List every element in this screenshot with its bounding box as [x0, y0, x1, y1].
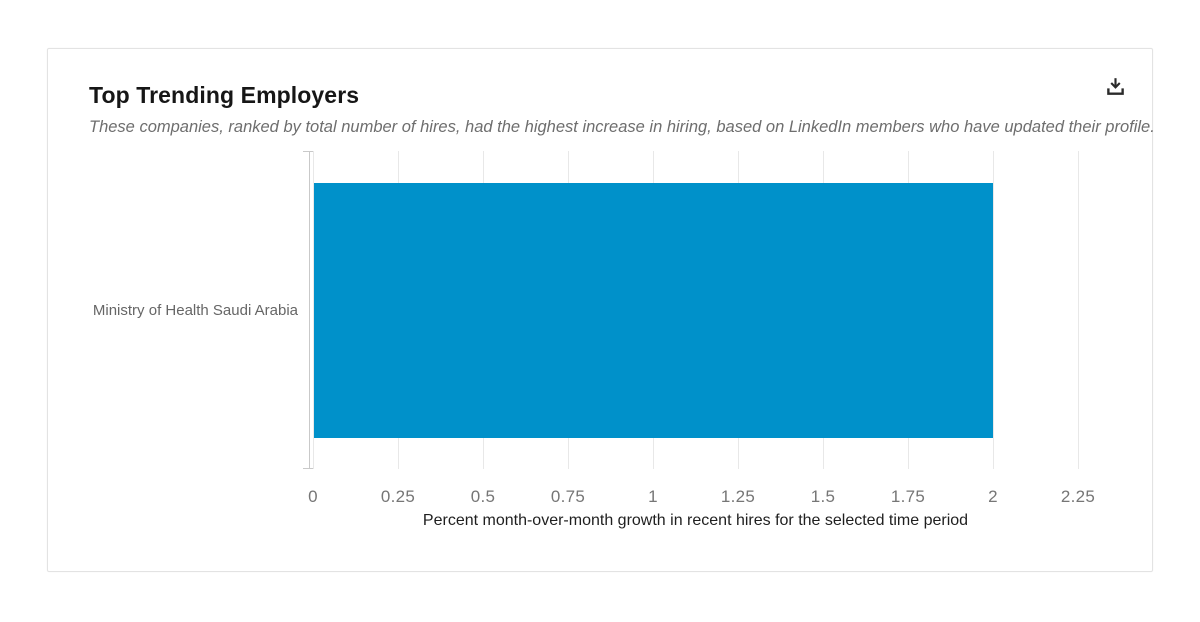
x-tick-label: 0.75	[550, 487, 586, 506]
trending-employers-card: Top Trending Employers These companies, …	[47, 48, 1155, 573]
x-axis-label: Percent month-over-month growth in recen…	[422, 512, 969, 529]
x-tick-label: 2	[988, 487, 998, 506]
y-axis-line	[309, 151, 310, 469]
x-tick-label: 1	[648, 487, 658, 506]
bar-chart: 0 0.25 0.5 0.75 1 1.25 1.5 1.75 2 2.25 Ministry of…	[48, 49, 1154, 573]
category-label: Ministry of Health Saudi Arabia	[92, 301, 298, 319]
download-icon	[1106, 77, 1125, 96]
download-button[interactable]	[1100, 71, 1130, 101]
y-axis-tick-bottom	[303, 468, 313, 469]
x-tick-label: 0	[308, 487, 318, 506]
x-tick-label: 2.25	[1060, 487, 1096, 506]
x-gridline	[312, 151, 314, 469]
x-gridline	[1077, 151, 1079, 469]
x-tick-label: 0.5	[470, 487, 496, 506]
card-title: Top Trending Employers	[89, 82, 360, 108]
bar[interactable]	[314, 183, 993, 438]
x-tick-label: 1.75	[890, 487, 926, 506]
x-tick-label: 1.25	[720, 487, 756, 506]
y-axis-tick-top	[303, 151, 313, 152]
x-tick-label: 1.5	[810, 487, 836, 506]
x-gridline	[992, 151, 994, 469]
card-subtitle: These companies, ranked by total number …	[89, 118, 1155, 136]
x-tick-label: 0.25	[380, 487, 416, 506]
